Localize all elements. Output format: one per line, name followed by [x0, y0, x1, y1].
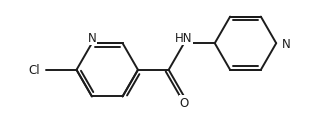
Text: HN: HN [175, 32, 193, 45]
Text: O: O [179, 96, 189, 109]
Text: N: N [88, 32, 96, 45]
Text: N: N [282, 37, 291, 50]
Text: Cl: Cl [28, 64, 40, 77]
